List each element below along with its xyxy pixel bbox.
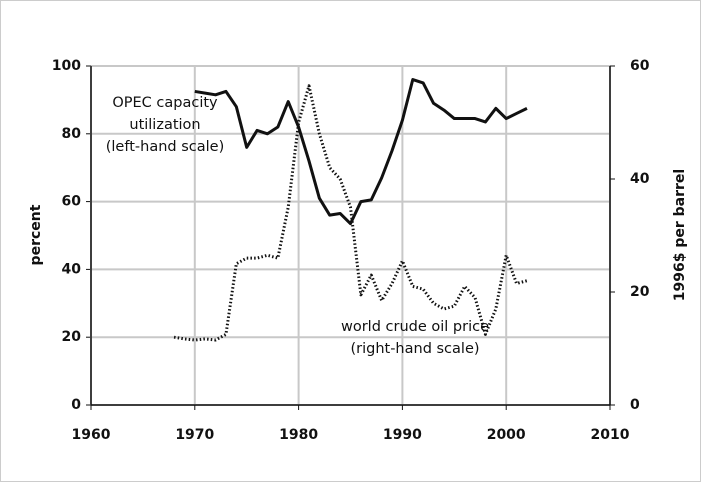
y-tick-label: 0 — [71, 397, 81, 413]
x-tick-label: 1980 — [279, 427, 318, 443]
y2-axis-label: 1996$ per barrel — [672, 169, 688, 301]
y-tick-label: 60 — [62, 194, 82, 210]
x-tick-label: 1990 — [383, 427, 422, 443]
y-tick-label: 20 — [62, 329, 82, 345]
annotation: OPEC capacity — [112, 95, 218, 111]
y2-tick-label: 40 — [630, 171, 650, 187]
y-axis-label: percent — [28, 204, 44, 265]
y-tick-label: 100 — [52, 58, 81, 74]
x-tick-label: 2010 — [591, 427, 630, 443]
annotation: utilization — [129, 117, 200, 133]
annotation: (left-hand scale) — [106, 139, 224, 155]
annotation: world crude oil price — [341, 319, 489, 335]
x-tick-label: 2000 — [487, 427, 526, 443]
annotation: (right-hand scale) — [350, 341, 479, 357]
y2-tick-label: 20 — [630, 284, 650, 300]
x-tick-label: 1960 — [72, 427, 111, 443]
y2-tick-label: 60 — [630, 58, 650, 74]
y-tick-label: 40 — [62, 261, 82, 277]
y2-tick-label: 0 — [630, 397, 640, 413]
series-line — [194, 78, 528, 226]
series-line — [173, 84, 528, 342]
x-tick-label: 1970 — [175, 427, 214, 443]
y-tick-label: 80 — [62, 126, 82, 142]
